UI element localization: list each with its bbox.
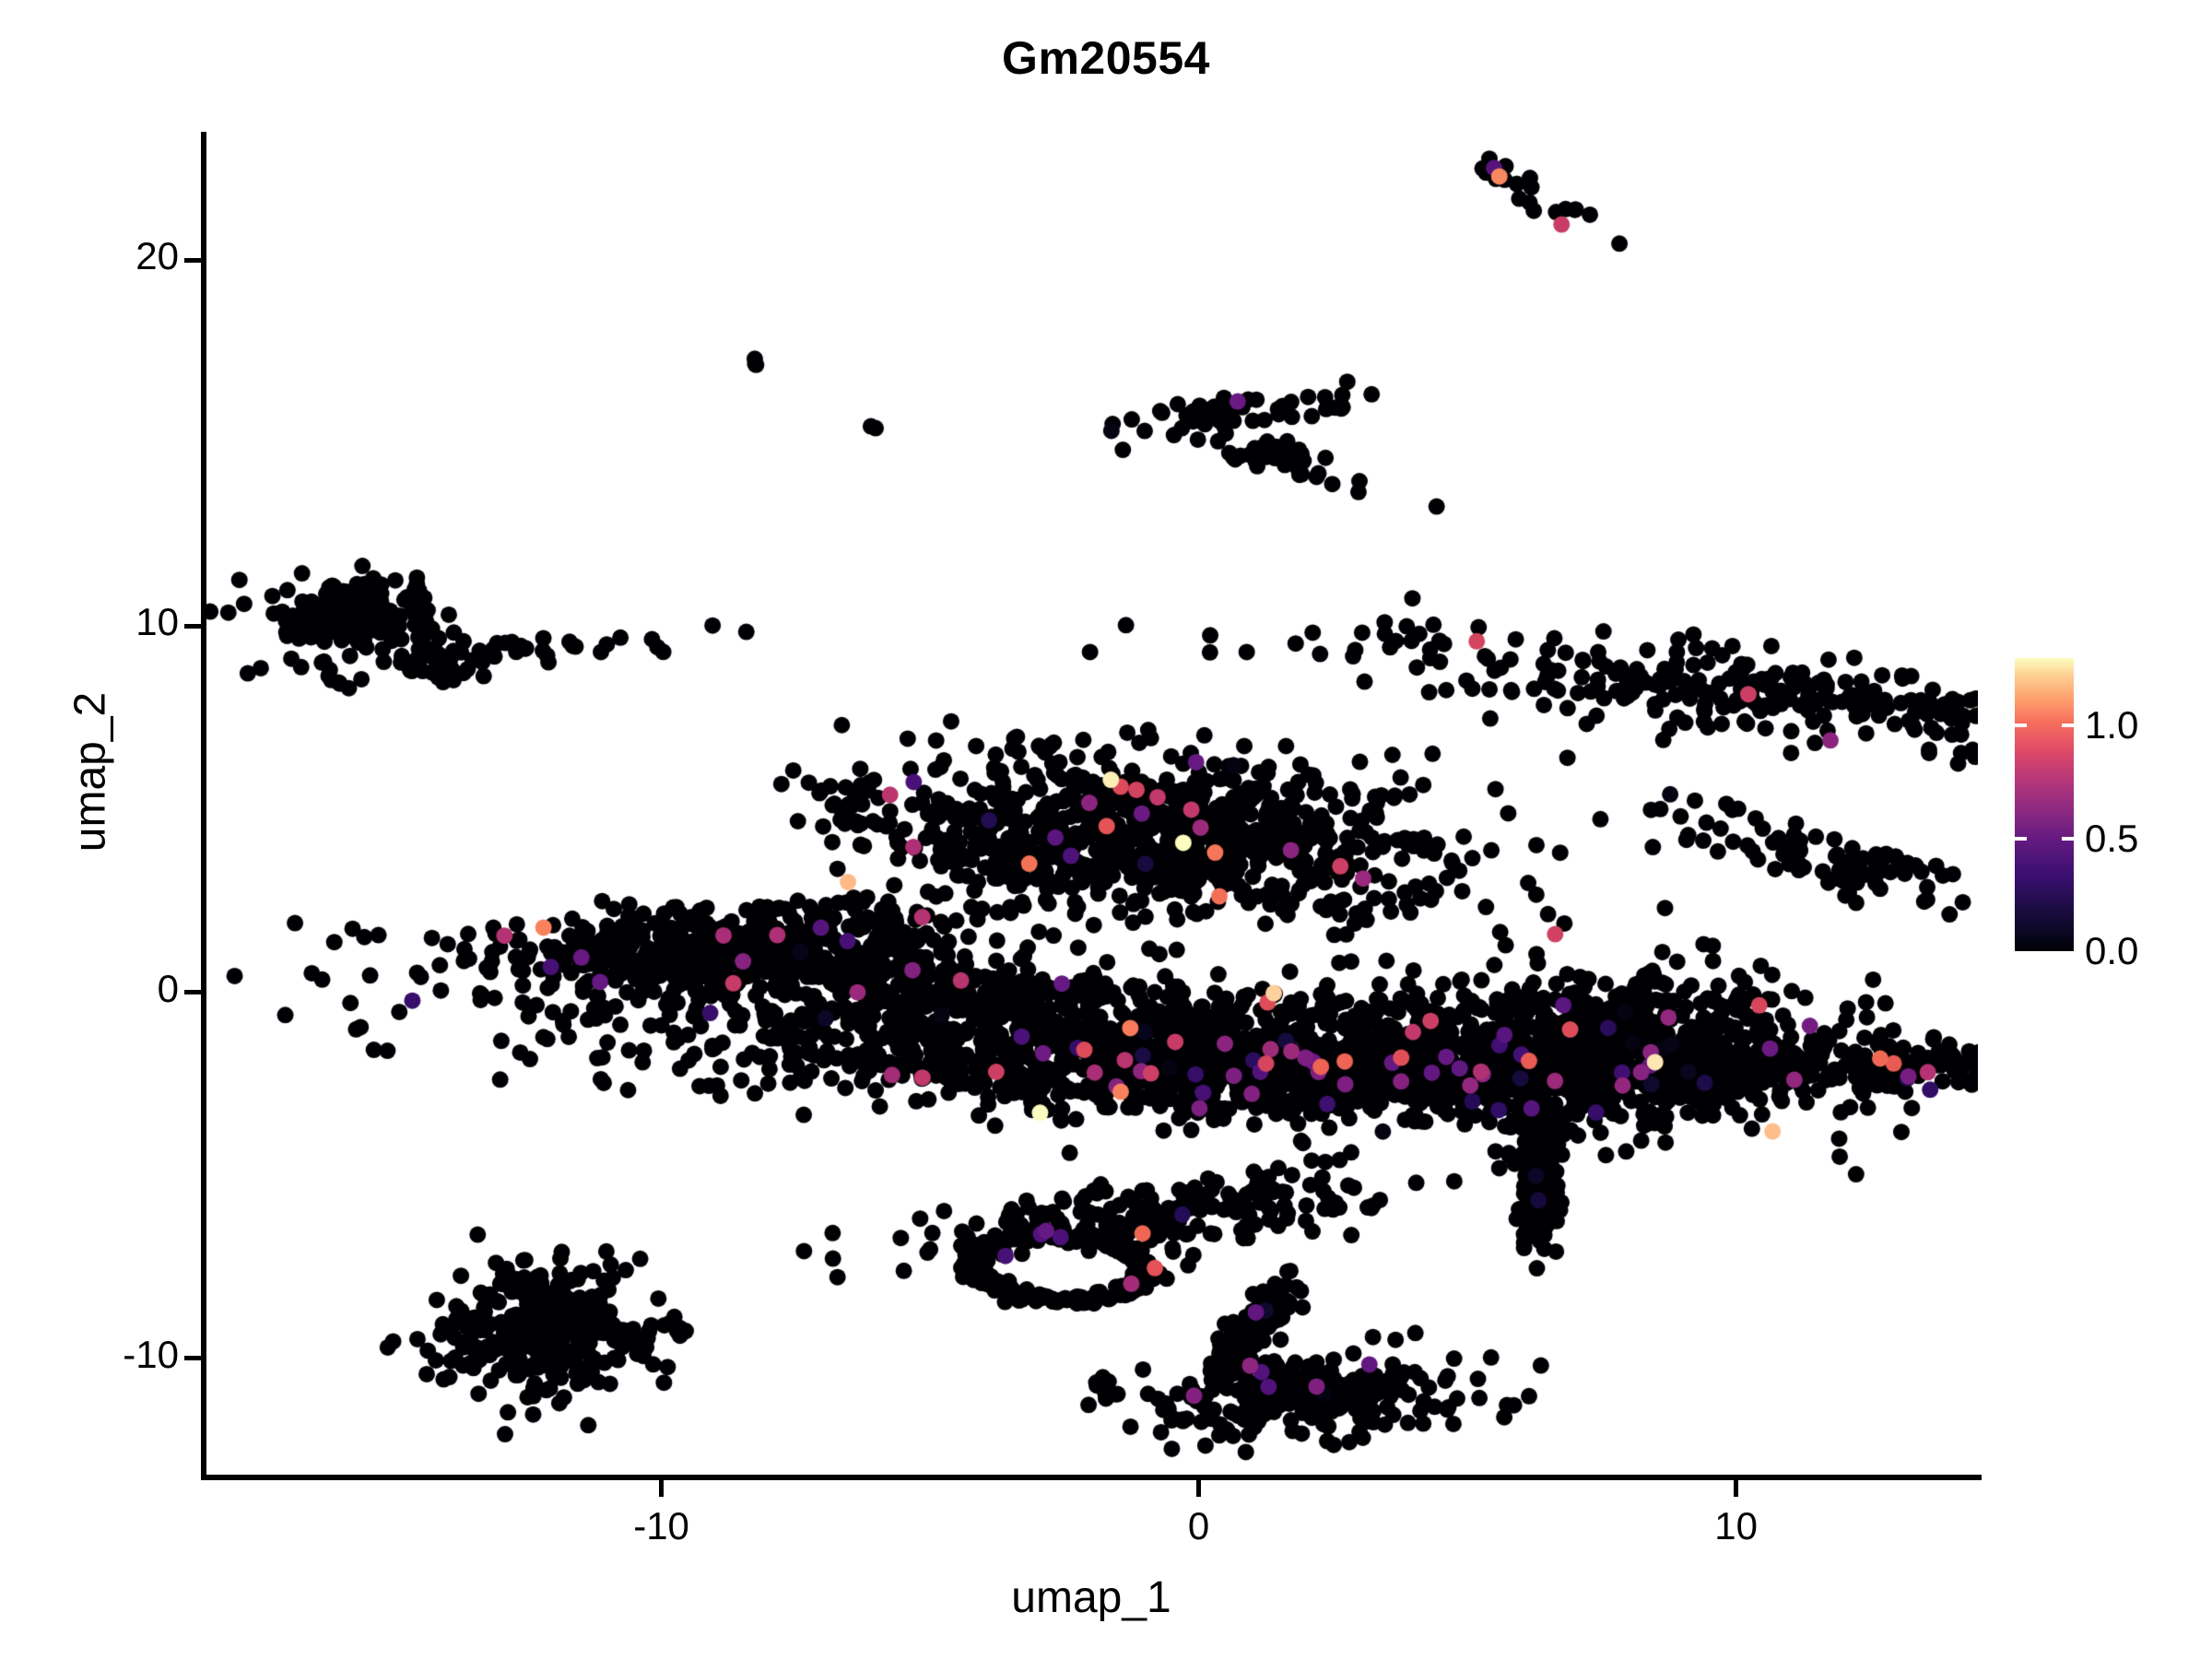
legend-tick-mark — [2015, 836, 2027, 841]
colorbar-gradient — [2015, 658, 2074, 951]
y-tick-label: 20 — [135, 234, 179, 278]
color-legend — [2015, 658, 2074, 951]
y-axis-title: umap_2 — [65, 691, 115, 853]
y-tick-label: -10 — [123, 1332, 179, 1376]
page-title: Gm20554 — [1002, 32, 1210, 84]
x-axis-title: umap_1 — [1011, 1573, 1171, 1622]
legend-tick-mark — [2062, 836, 2074, 841]
x-tick-mark — [1734, 1480, 1739, 1497]
x-tick-label: -10 — [633, 1504, 689, 1547]
legend-tick-mark — [2062, 724, 2074, 728]
x-tick-label: 0 — [1187, 1504, 1210, 1547]
y-tick-label: 10 — [135, 600, 179, 644]
y-tick-mark — [184, 257, 201, 263]
scatter-canvas — [205, 132, 1978, 1476]
x-tick-label: 10 — [1714, 1504, 1758, 1547]
plot-panel — [205, 132, 1978, 1476]
y-tick-mark — [184, 990, 201, 995]
x-tick-mark — [1196, 1480, 1202, 1497]
x-axis-line — [201, 1475, 1982, 1480]
legend-tick-label: 0.5 — [2085, 816, 2139, 860]
legend-tick-mark — [2015, 724, 2027, 728]
y-axis-line — [201, 132, 206, 1479]
y-tick-mark — [184, 623, 201, 629]
x-tick-mark — [659, 1480, 665, 1497]
legend-tick-label: 0.0 — [2085, 929, 2139, 972]
y-tick-mark — [184, 1356, 201, 1361]
legend-tick-label: 1.0 — [2085, 703, 2139, 747]
y-tick-label: 0 — [157, 966, 179, 1010]
